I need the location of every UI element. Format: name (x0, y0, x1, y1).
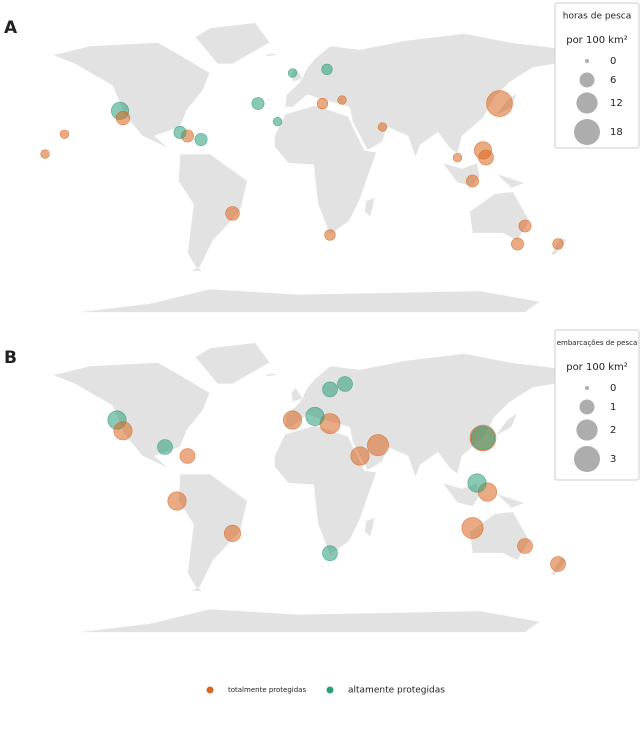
legend-box (554, 329, 640, 481)
fishing-bubble (113, 421, 133, 441)
fishing-bubble (324, 229, 336, 241)
fishing-bubble (511, 237, 524, 251)
fishing-bubble (552, 238, 564, 250)
fishing-bubble (467, 473, 487, 493)
legend-dot (206, 686, 214, 694)
legend-size (585, 386, 589, 390)
fishing-bubble (305, 406, 325, 426)
fishing-bubble (283, 410, 302, 430)
legend-size-label: 1 (610, 402, 616, 413)
legend-size (576, 92, 598, 114)
legend-label: altamente protegidas (348, 686, 445, 696)
fishing-bubble (173, 125, 187, 139)
fishing-bubble (115, 110, 131, 126)
fishing-bubble (517, 538, 533, 554)
legend-size (576, 419, 598, 441)
fishing-bubble (486, 90, 513, 117)
fishing-bubble (167, 491, 187, 511)
fishing-bubble (461, 517, 484, 539)
legend-size (579, 72, 595, 88)
legend-title: horas de pesca (563, 12, 632, 22)
fishing-bubble (223, 524, 242, 542)
legend-size-label: 6 (610, 75, 616, 86)
legend-subtitle: por 100 km² (566, 362, 628, 373)
fishing-bubble (322, 545, 338, 562)
panel-label: B (4, 348, 17, 368)
fishing-bubble (225, 206, 240, 221)
legend-size-label: 0 (610, 383, 616, 394)
fishing-bubble (321, 63, 333, 76)
legend-box (554, 2, 640, 149)
fishing-bubble (316, 97, 329, 110)
fishing-bubble (452, 152, 463, 163)
legend-dot (326, 686, 334, 694)
fishing-bubble (337, 95, 347, 105)
legend-size (574, 446, 600, 472)
fishing-bubble (251, 97, 265, 111)
fishing-bubble (466, 174, 479, 188)
legend-size (579, 399, 595, 415)
fishing-bubble (367, 434, 389, 457)
fishing-bubble (322, 381, 338, 398)
legend-size-label: 3 (610, 454, 616, 465)
world-map (52, 22, 571, 313)
panel-label: A (4, 18, 18, 38)
fishing-bubble (470, 425, 496, 451)
fishing-bubble (337, 376, 353, 392)
fishing-bubble (287, 68, 298, 78)
legend-size-label: 12 (610, 98, 623, 109)
fishing-bubble (157, 439, 173, 455)
fishing-bubble (179, 448, 196, 464)
fishing-bubble (272, 116, 283, 127)
fishing-bubble (40, 149, 50, 159)
fishing-bubble (59, 129, 70, 139)
legend-size (585, 59, 589, 63)
legend-size-label: 2 (610, 425, 616, 436)
legend-label: totalmente protegidas (228, 686, 306, 694)
legend-size-label: 18 (610, 127, 623, 138)
fishing-bubble (518, 219, 532, 233)
fishing-bubble (194, 133, 208, 147)
legend-size-label: 0 (610, 56, 616, 67)
fishing-bubble (350, 446, 370, 466)
legend-subtitle: por 100 km² (566, 35, 628, 46)
fishing-bubble (550, 556, 566, 572)
legend-title: embarcações de pesca (557, 339, 638, 347)
legend-size (574, 119, 600, 145)
fishing-bubble (377, 122, 388, 132)
fishing-bubble (478, 149, 494, 166)
